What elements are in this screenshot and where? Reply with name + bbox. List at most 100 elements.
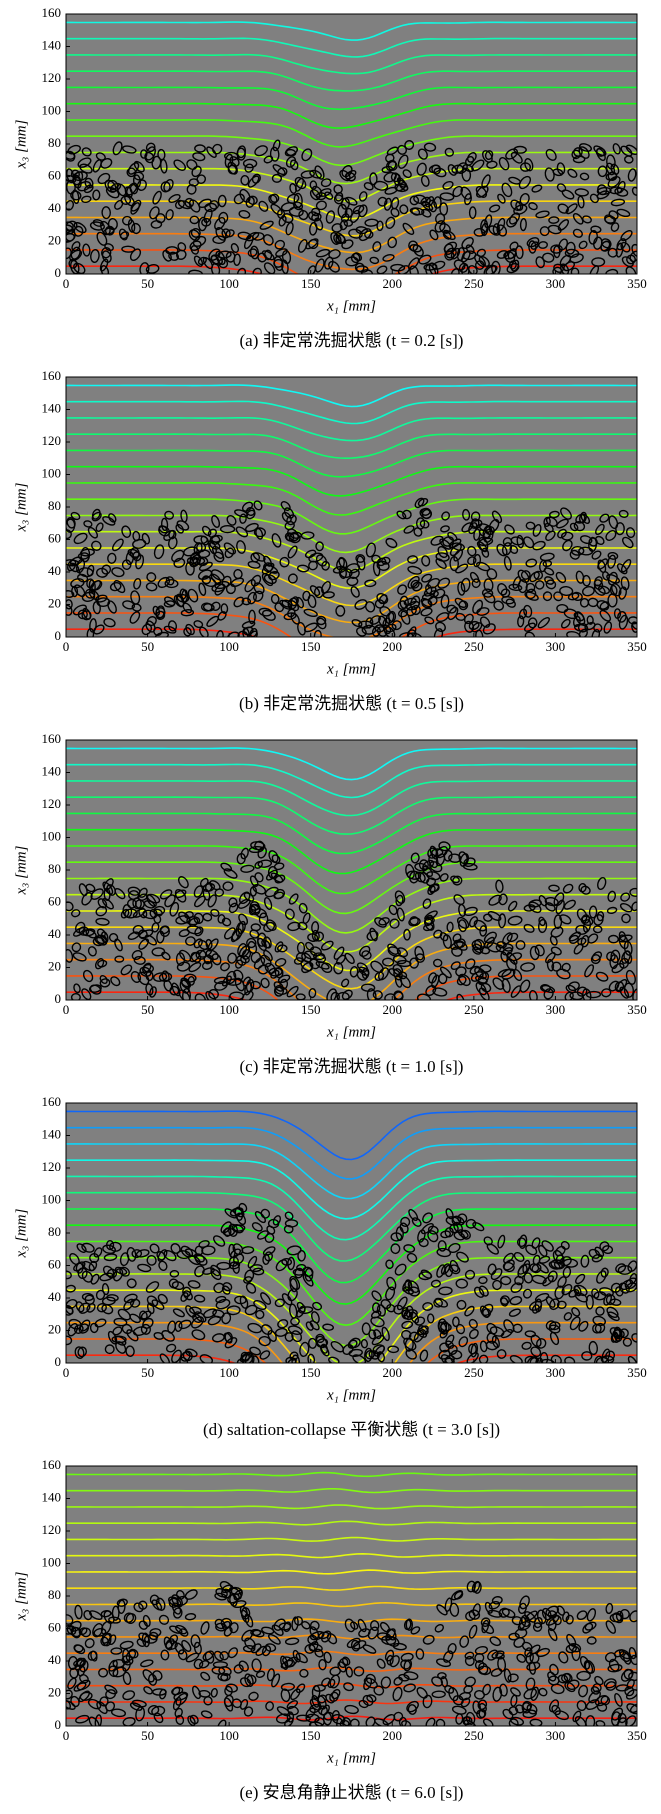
particle	[394, 974, 403, 988]
particle	[341, 165, 353, 178]
particle	[539, 226, 550, 237]
particle	[450, 1350, 463, 1360]
particle	[315, 200, 327, 211]
particle	[569, 549, 580, 560]
particle	[626, 1703, 637, 1715]
particle	[596, 1270, 607, 1284]
contour-line	[66, 135, 637, 167]
particle	[610, 949, 621, 964]
particle	[357, 1618, 367, 1633]
particle	[189, 240, 202, 251]
particle	[261, 1645, 272, 1657]
particle	[421, 208, 432, 218]
x-tick-label: 250	[464, 639, 484, 654]
particle	[111, 1335, 127, 1344]
particle	[198, 1660, 210, 1669]
particle	[227, 1223, 239, 1237]
particle	[271, 173, 282, 183]
y-tick-label: 140	[42, 400, 62, 415]
particle	[361, 1322, 371, 1336]
particle	[194, 993, 207, 1000]
particle	[336, 954, 346, 965]
particle	[224, 151, 239, 161]
particle	[184, 1613, 197, 1621]
particle	[531, 184, 543, 193]
particle	[261, 609, 276, 621]
particle	[579, 143, 592, 152]
particle	[532, 540, 546, 551]
particle	[514, 1275, 524, 1286]
particle	[424, 916, 435, 925]
particle	[126, 182, 138, 196]
particle	[251, 1222, 263, 1232]
particle	[233, 569, 243, 580]
particle	[243, 1276, 253, 1284]
particle	[94, 1714, 102, 1726]
particle	[592, 1315, 606, 1327]
particle	[625, 144, 637, 156]
particle	[261, 573, 274, 587]
particle	[591, 257, 606, 267]
particle	[176, 1595, 188, 1606]
particle	[187, 588, 199, 603]
particle	[175, 1692, 188, 1706]
particle	[196, 174, 207, 184]
particle	[406, 1700, 419, 1713]
particle	[538, 1687, 548, 1697]
particle	[532, 523, 542, 537]
particle	[522, 1288, 533, 1299]
particle	[508, 900, 518, 912]
particle	[88, 1260, 98, 1272]
particle	[204, 202, 218, 213]
particle	[171, 549, 185, 563]
particle	[548, 216, 560, 224]
particle	[588, 537, 598, 547]
particle	[293, 201, 304, 211]
particle	[465, 1711, 476, 1725]
particle	[290, 612, 300, 625]
particle	[581, 1351, 593, 1361]
particle	[151, 947, 166, 957]
particle	[220, 862, 233, 872]
particle	[133, 1602, 144, 1613]
y-tick-label: 100	[42, 828, 62, 843]
particle	[132, 530, 141, 542]
particle	[577, 195, 585, 209]
particle	[340, 978, 350, 988]
particle	[160, 517, 169, 532]
particle	[418, 1237, 429, 1248]
particle	[161, 951, 171, 961]
particle	[236, 1212, 247, 1226]
particle	[234, 509, 249, 518]
y-axis-label: x₃ [mm]	[13, 482, 29, 532]
contour-line	[66, 1552, 637, 1559]
particle	[613, 1326, 622, 1338]
particle	[359, 945, 371, 958]
particle	[233, 253, 241, 266]
particle	[369, 256, 380, 265]
particle	[119, 1640, 134, 1650]
particle	[363, 1677, 378, 1689]
particle	[546, 958, 555, 972]
particle	[444, 1597, 453, 1612]
particle	[620, 241, 631, 253]
particle	[528, 240, 537, 254]
particle	[239, 1351, 253, 1363]
contour-line	[66, 102, 637, 129]
particle	[321, 962, 333, 974]
particle	[241, 1629, 254, 1642]
y-tick-label: 80	[48, 498, 61, 513]
particle	[481, 174, 491, 189]
particle	[576, 1700, 587, 1712]
particle	[133, 577, 142, 590]
particle	[556, 183, 567, 193]
particle	[385, 537, 398, 549]
particle	[102, 1244, 117, 1255]
particle	[123, 1293, 138, 1304]
particle	[239, 1698, 249, 1710]
particle	[236, 955, 247, 966]
particle	[358, 620, 373, 629]
particle	[481, 150, 493, 163]
y-tick-label: 100	[42, 102, 62, 117]
particle	[66, 224, 75, 235]
